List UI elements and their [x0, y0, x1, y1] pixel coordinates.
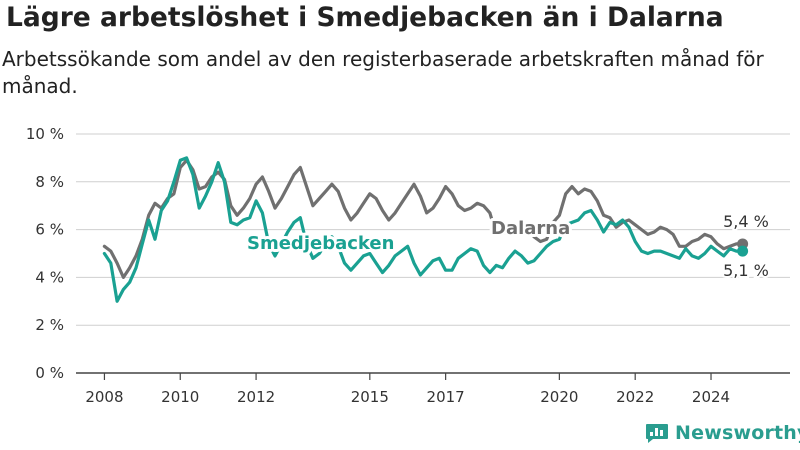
x-axis: 2008 2010 2012 2015 2017 2020 2022 2024	[85, 373, 730, 406]
x-tick-label: 2020	[540, 388, 578, 406]
series-line-smedjebacken	[102, 156, 745, 303]
y-axis: 0 % 2 % 4 % 6 % 8 % 10 %	[26, 125, 64, 382]
x-tick-label: 2015	[351, 388, 389, 406]
x-tick-label: 2012	[237, 388, 275, 406]
x-tick-label: 2008	[85, 388, 123, 406]
end-label-dalarna: 5,4 %	[723, 212, 769, 231]
brand-name: Newsworthy	[675, 422, 800, 444]
line-chart: 0 % 2 % 4 % 6 % 8 % 10 % 2008 2010 2012 2015 2017…	[26, 125, 790, 406]
series-label-smedjebacken: Smedjebacken	[247, 233, 394, 254]
x-tick-label: 2024	[692, 388, 730, 406]
y-tick-label: 8 %	[35, 173, 64, 191]
y-tick-label: 6 %	[35, 221, 64, 239]
series-line-dalarna	[102, 158, 745, 279]
end-point-smedjebacken	[737, 245, 749, 257]
series-labels: Dalarna Smedjebacken 5,4 % 5,1 %	[244, 210, 771, 282]
y-tick-label: 10 %	[26, 125, 64, 143]
y-tick-label: 4 %	[35, 268, 64, 286]
chart-subtitle: Arbetssökande som andel av den registerb…	[2, 47, 764, 98]
series-label-dalarna: Dalarna	[491, 218, 570, 239]
y-tick-label: 0 %	[35, 364, 64, 382]
x-tick-label: 2017	[427, 388, 465, 406]
brand-logo: Newsworthy	[645, 420, 800, 446]
x-tick-label: 2010	[161, 388, 199, 406]
newsworthy-logo-icon	[646, 424, 668, 443]
end-label-smedjebacken: 5,1 %	[723, 261, 769, 280]
x-tick-label: 2022	[616, 388, 654, 406]
chart-title: Lägre arbetslöshet i Smedjebacken än i D…	[6, 2, 724, 33]
series-lines	[102, 156, 749, 303]
y-tick-label: 2 %	[35, 316, 64, 334]
